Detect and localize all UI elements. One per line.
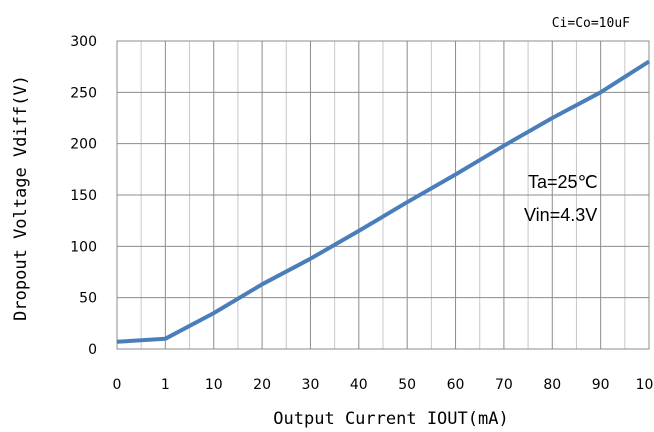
y-tick-label: 100 xyxy=(70,239,97,255)
x-tick-label: 40 xyxy=(350,377,368,393)
x-tick-label: 10 xyxy=(205,377,223,393)
x-tick-label: 0 xyxy=(113,377,122,393)
x-tick-label: 100 xyxy=(636,377,654,393)
y-tick-label: 300 xyxy=(70,34,97,50)
x-axis-ticks: 0 1 10 20 30 40 50 60 70 80 90 100 xyxy=(113,377,654,393)
y-axis-title: Dropout Voltage Vdiff(V) xyxy=(11,75,31,321)
y-axis-ticks: 0 50 100 150 200 250 300 xyxy=(70,34,97,358)
y-tick-label: 0 xyxy=(88,342,97,358)
y-tick-label: 250 xyxy=(70,85,97,101)
x-tick-label: 70 xyxy=(495,377,513,393)
x-tick-label: 50 xyxy=(398,377,416,393)
vin-annotation: Vin=4.3V xyxy=(524,205,597,225)
x-tick-label: 1 xyxy=(161,377,170,393)
y-tick-label: 50 xyxy=(79,291,97,307)
y-tick-label: 200 xyxy=(70,137,97,153)
x-tick-label: 80 xyxy=(543,377,561,393)
x-tick-label: 30 xyxy=(302,377,320,393)
x-tick-label: 60 xyxy=(447,377,465,393)
capacitor-note: Ci=Co=10uF xyxy=(552,16,630,31)
y-tick-label: 150 xyxy=(70,188,97,204)
x-axis-title: Output Current IOUT(mA) xyxy=(273,409,508,429)
series-line-group xyxy=(116,59,651,344)
temperature-annotation: Ta=25℃ xyxy=(528,172,598,192)
x-tick-label: 20 xyxy=(253,377,271,393)
x-tick-label: 90 xyxy=(592,377,610,393)
grid xyxy=(116,40,650,350)
series-line xyxy=(116,59,651,344)
